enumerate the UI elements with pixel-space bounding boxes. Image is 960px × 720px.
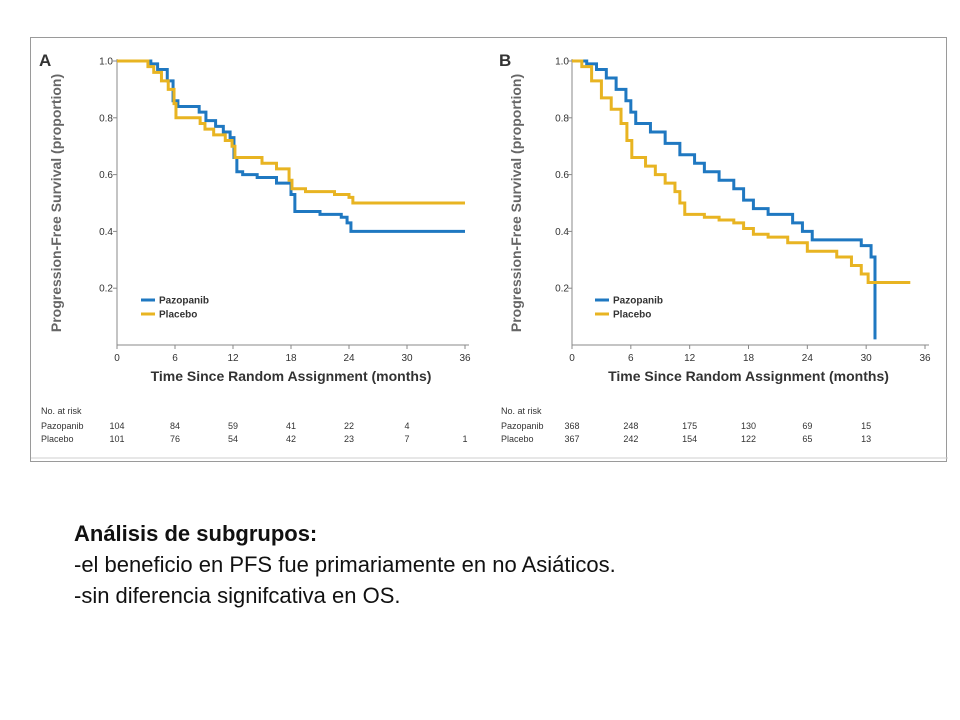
legend-label-placebo: Placebo [159,310,197,321]
km-curve-placebo [572,59,911,285]
risk-value: 42 [286,434,296,444]
x-tick-label: 6 [172,353,178,364]
risk-value: 130 [741,421,756,431]
x-tick-label: 0 [114,353,120,364]
risk-value: 1 [462,434,467,444]
y-tick-label: 1.0 [555,57,569,68]
risk-value: 7 [404,434,409,444]
panel-label-b: B [499,51,511,70]
x-tick-label: 36 [919,353,931,364]
notes-heading: Análisis de subgrupos: [74,521,318,546]
risk-row-label-pazopanib: Pazopanib [501,421,544,431]
risk-value: 69 [802,421,812,431]
km-figure: A 0.2 0.4 0.6 0.8 1.0 0 6 12 18 24 30 36 Progression-… [31,51,948,459]
x-tick-label: 12 [227,353,239,364]
notes-line-2: -sin diferencia signifcativa en OS. [74,583,401,608]
legend-label-placebo: Placebo [613,310,651,321]
y-tick-label: 0.6 [99,170,113,181]
risk-value: 175 [682,421,697,431]
y-tick-label: 1.0 [99,57,113,68]
y-tick-label: 0.2 [555,284,569,295]
risk-value: 23 [344,434,354,444]
y-axis-label: Progression-Free Survival (proportion) [48,74,64,332]
x-tick-label: 30 [401,353,413,364]
x-tick-label: 18 [743,353,755,364]
y-tick-label: 0.4 [555,227,569,238]
x-tick-label: 6 [628,353,634,364]
y-axis-label: Progression-Free Survival (proportion) [508,74,524,332]
x-tick-label: 24 [343,353,355,364]
risk-value: 22 [344,421,354,431]
x-tick-label: 0 [569,353,575,364]
chart-panel-b: B 0.2 0.4 0.6 0.8 1.0 0 6 12 18 24 30 36 Progression-… [499,51,931,444]
risk-value: 242 [623,434,638,444]
risk-table-title: No. at risk [501,406,542,416]
risk-table-title: No. at risk [41,406,82,416]
risk-value: 367 [564,434,579,444]
y-tick-label: 0.6 [555,170,569,181]
risk-row-label-placebo: Placebo [41,434,74,444]
risk-value: 65 [802,434,812,444]
risk-row-label-pazopanib: Pazopanib [41,421,84,431]
legend-label-pazopanib: Pazopanib [159,296,209,307]
risk-value: 41 [286,421,296,431]
x-axis-label: Time Since Random Assignment (months) [608,368,889,384]
risk-row-label-placebo: Placebo [501,434,534,444]
risk-value: 122 [741,434,756,444]
risk-value: 368 [564,421,579,431]
risk-value: 13 [861,434,871,444]
risk-value: 84 [170,421,180,431]
risk-value: 154 [682,434,697,444]
panel-label-a: A [39,51,51,70]
y-tick-label: 0.4 [99,227,113,238]
y-tick-label: 0.2 [99,284,113,295]
y-tick-label: 0.8 [555,113,569,124]
risk-value: 15 [861,421,871,431]
x-tick-label: 12 [684,353,696,364]
x-tick-label: 24 [802,353,814,364]
notes-line-1: -el beneficio en PFS fue primariamente e… [74,552,616,577]
x-tick-label: 30 [861,353,873,364]
risk-value: 104 [109,421,124,431]
legend-label-pazopanib: Pazopanib [613,296,663,307]
risk-value: 101 [109,434,124,444]
risk-value: 4 [404,421,409,431]
risk-value: 54 [228,434,238,444]
figure-panel: A 0.2 0.4 0.6 0.8 1.0 0 6 12 18 24 30 36 Progression-… [30,37,948,462]
x-axis-label: Time Since Random Assignment (months) [151,368,432,384]
x-tick-label: 36 [459,353,471,364]
risk-value: 76 [170,434,180,444]
risk-value: 59 [228,421,238,431]
x-tick-label: 18 [285,353,297,364]
km-curve-pazopanib [572,59,877,340]
slide-notes: Análisis de subgrupos: -el beneficio en … [74,518,894,611]
chart-panel-a: A 0.2 0.4 0.6 0.8 1.0 0 6 12 18 24 30 36 Progression-… [39,51,471,444]
risk-value: 248 [623,421,638,431]
km-curve-placebo [117,59,465,205]
y-tick-label: 0.8 [99,113,113,124]
